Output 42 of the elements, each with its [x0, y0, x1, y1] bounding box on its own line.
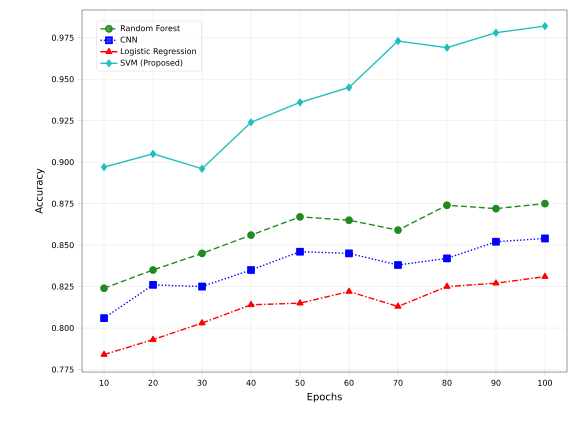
- point: [394, 261, 402, 269]
- point: [345, 216, 353, 224]
- point: [150, 336, 156, 342]
- point: [492, 204, 500, 212]
- point: [492, 28, 500, 37]
- point: [149, 266, 157, 274]
- point: [296, 248, 304, 256]
- point: [443, 254, 451, 262]
- point: [100, 284, 108, 292]
- point: [149, 281, 157, 289]
- point: [247, 266, 255, 274]
- point: [198, 282, 206, 290]
- point: [100, 350, 108, 357]
- point: [100, 314, 108, 322]
- point: [492, 238, 500, 246]
- point: [542, 22, 548, 30]
- point: [346, 288, 352, 294]
- point: [394, 226, 402, 234]
- point: [345, 249, 353, 258]
- point: [198, 319, 206, 326]
- point: [198, 249, 206, 258]
- point: [346, 84, 352, 92]
- point: [248, 300, 254, 308]
- point: [150, 150, 156, 158]
- point: [541, 234, 549, 242]
- point: [100, 163, 108, 171]
- point: [394, 302, 402, 309]
- point: [296, 98, 304, 106]
- point: [542, 272, 548, 279]
- point: [444, 282, 450, 289]
- point: [541, 200, 549, 208]
- point: [296, 212, 304, 221]
- point: [247, 231, 255, 240]
- y-axis-title: Accuracy: [35, 168, 45, 214]
- point: [444, 44, 450, 52]
- point: [296, 299, 304, 306]
- point: [492, 279, 500, 286]
- x-axis-title: Epochs: [308, 392, 342, 402]
- point: [443, 201, 451, 210]
- point: [394, 37, 402, 45]
- point: [248, 118, 254, 126]
- point: [198, 164, 206, 173]
